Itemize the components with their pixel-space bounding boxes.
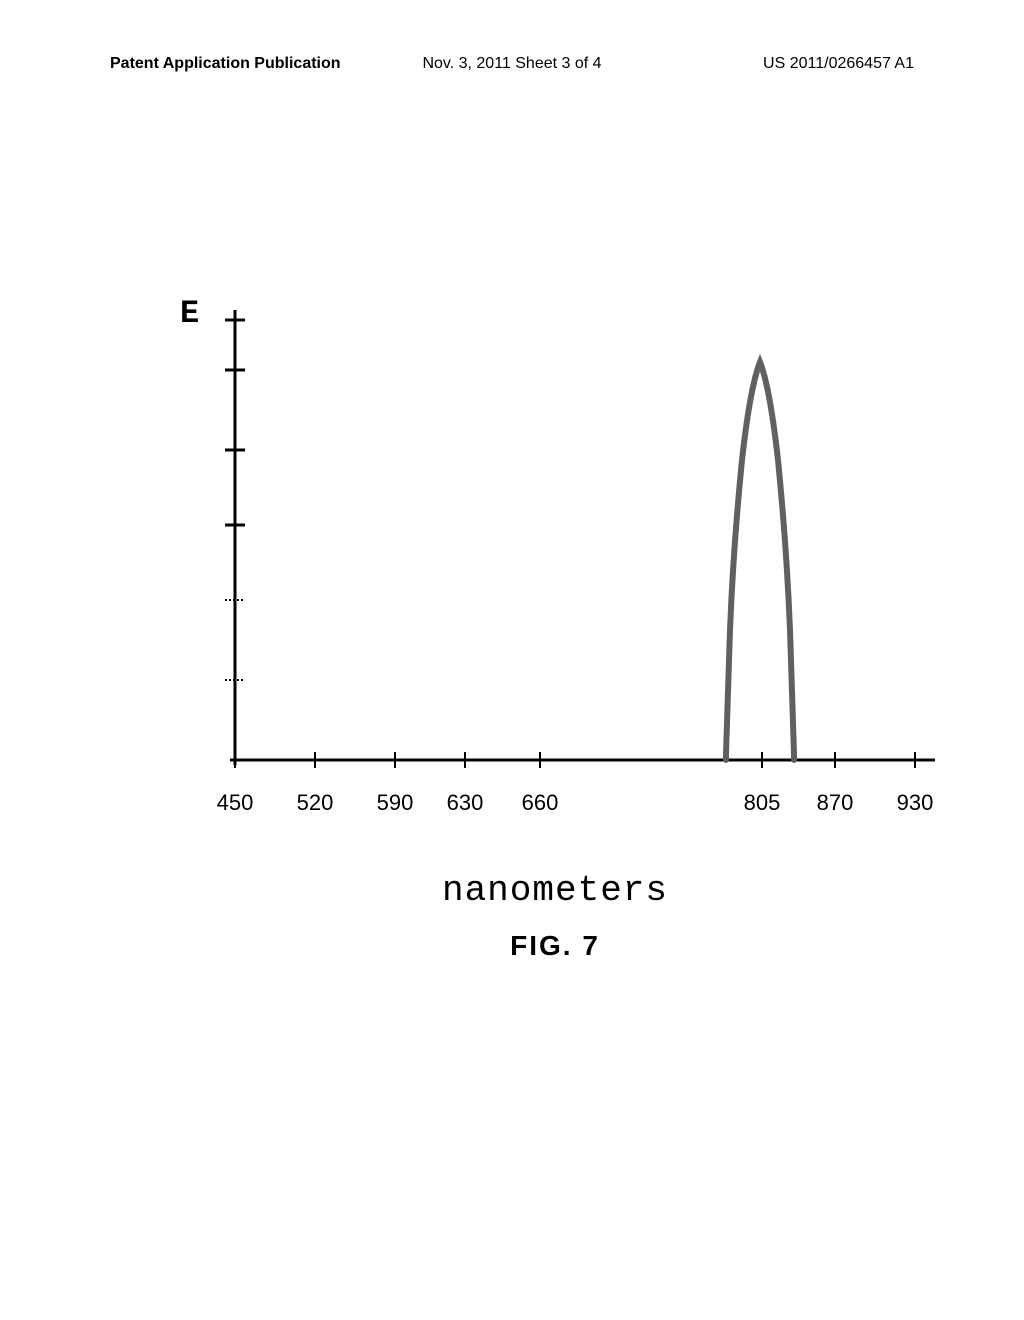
- x-tick-5: 805: [744, 790, 781, 816]
- chart-plot-area: [215, 310, 935, 860]
- x-tick-6: 870: [817, 790, 854, 816]
- y-axis-label: E: [180, 295, 199, 332]
- x-tick-2: 590: [377, 790, 414, 816]
- x-tick-4: 660: [522, 790, 559, 816]
- x-tick-7: 930: [897, 790, 934, 816]
- x-axis-tick-labels: 450 520 590 630 660 805 870 930: [215, 790, 935, 820]
- figure-number-label: FIG. 7: [510, 930, 600, 962]
- header-date-sheet: Nov. 3, 2011 Sheet 3 of 4: [422, 55, 601, 73]
- spectrum-peak-curve: [726, 362, 794, 760]
- header-patent-number: US 2011/0266457 A1: [763, 55, 914, 73]
- x-tick-0: 450: [217, 790, 254, 816]
- spectrum-chart: E 450: [180, 310, 930, 970]
- x-axis-label: nanometers: [442, 870, 668, 911]
- patent-header: Patent Application Publication Nov. 3, 2…: [0, 55, 1024, 73]
- x-tick-3: 630: [447, 790, 484, 816]
- x-tick-1: 520: [297, 790, 334, 816]
- header-publication-text: Patent Application Publication: [110, 55, 341, 73]
